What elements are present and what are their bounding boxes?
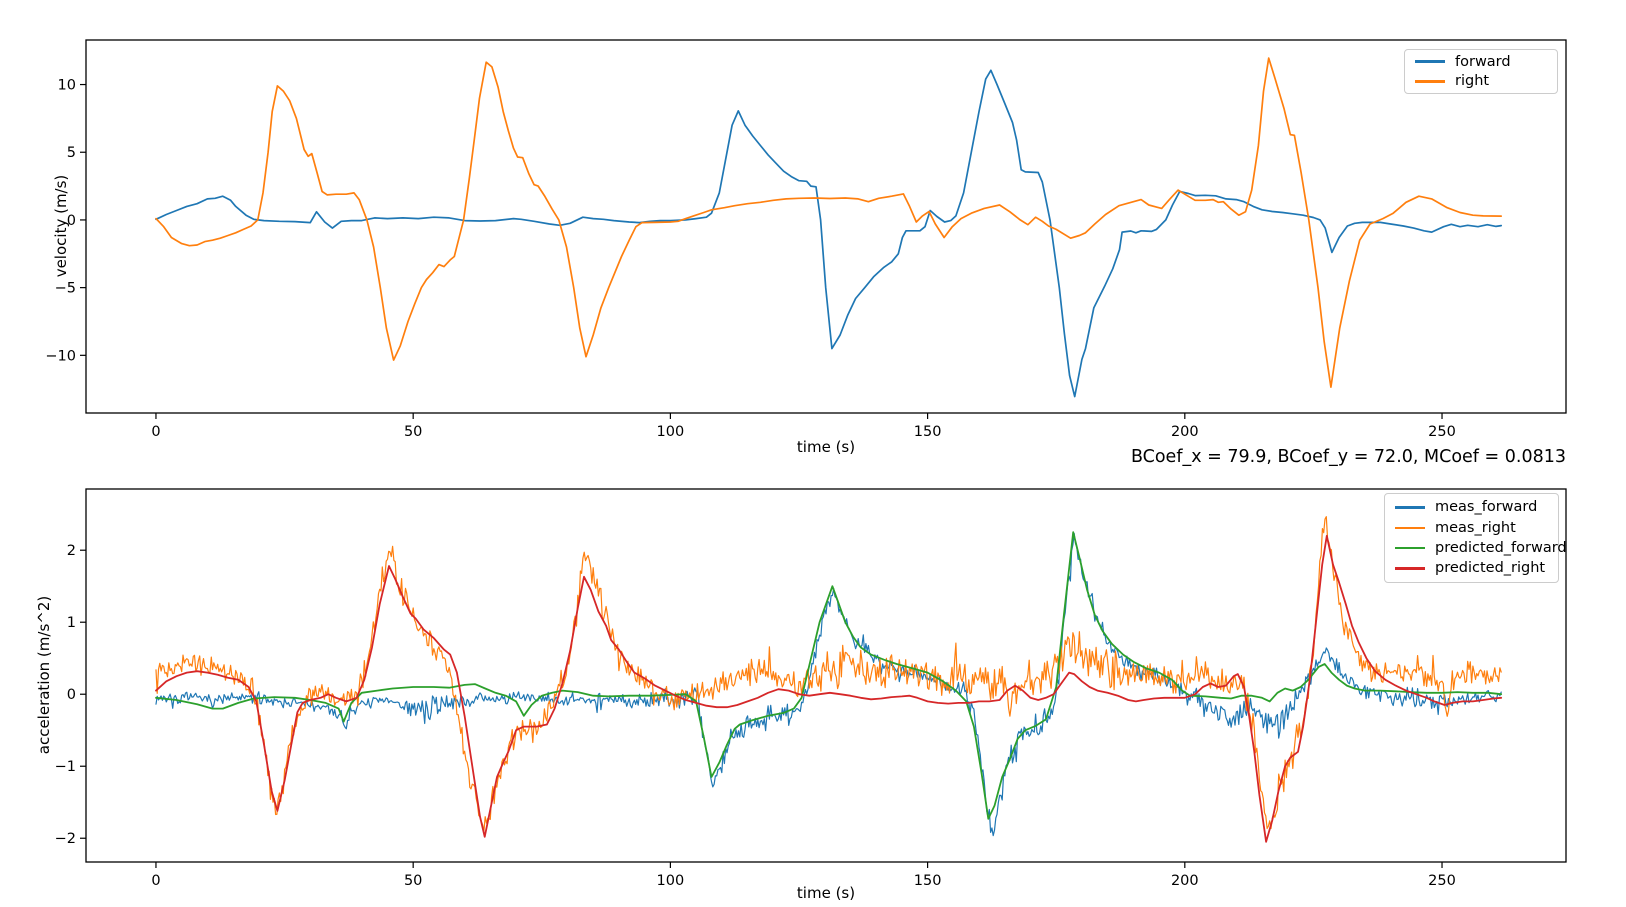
legend-label: predicted_right <box>1435 560 1546 577</box>
legend-label: right <box>1455 73 1490 89</box>
series-line-forward <box>155 69 1503 398</box>
bottom-legend: meas_forward meas_right predicted_forwar… <box>1384 493 1567 583</box>
x-tick-label: 200 <box>1171 873 1199 889</box>
legend-entry-meas-forward: meas_forward <box>1395 500 1548 515</box>
x-tick-label: 150 <box>914 873 942 889</box>
top-legend: forward right <box>1404 49 1558 94</box>
x-tick-label: 0 <box>151 873 160 889</box>
meas-right-line-swatch <box>1395 526 1425 530</box>
y-tick-label: −1 <box>55 759 76 775</box>
y-tick-label: −5 <box>55 281 76 297</box>
legend-entry-predicted-right: predicted_right <box>1395 561 1548 576</box>
meas-forward-line-swatch <box>1395 506 1425 509</box>
bottom-y-axis-label: acceleration (m/s^2) <box>35 595 53 755</box>
bottom-x-axis-label: time (s) <box>796 884 856 902</box>
x-tick-label: 150 <box>914 424 942 440</box>
predicted-right-line-swatch <box>1395 567 1425 570</box>
x-tick-label: 250 <box>1428 873 1456 889</box>
legend-label: meas_forward <box>1435 499 1538 516</box>
y-tick-label: −2 <box>55 831 76 847</box>
right-line-swatch <box>1415 79 1445 83</box>
x-tick-label: 250 <box>1428 424 1456 440</box>
forward-line-swatch <box>1415 60 1445 64</box>
y-tick-label: 0 <box>67 687 76 703</box>
bottom-plot-title: BCoef_x = 79.9, BCoef_y = 72.0, MCoef = … <box>1130 447 1566 467</box>
y-tick-label: 1 <box>67 615 76 631</box>
axes-spines <box>85 39 1567 414</box>
x-tick-label: 200 <box>1171 424 1199 440</box>
series-line-meas_right <box>155 515 1502 833</box>
legend-entry-predicted-forward: predicted_forward <box>1395 541 1567 556</box>
y-tick-label: 0 <box>67 213 76 229</box>
legend-entry-forward: forward <box>1415 53 1547 70</box>
series-line-predicted_right <box>155 534 1503 843</box>
y-tick-label: −10 <box>45 348 76 364</box>
legend-label: meas_right <box>1435 519 1516 536</box>
legend-label: predicted_forward <box>1435 539 1567 556</box>
y-tick-label: 2 <box>67 543 76 559</box>
series-line-predicted_forward <box>155 531 1503 820</box>
top-y-axis-label: velocity (m/s) <box>52 174 70 278</box>
top-x-axis-label: time (s) <box>796 438 856 456</box>
x-tick-label: 0 <box>151 424 160 440</box>
x-tick-label: 50 <box>404 873 422 889</box>
x-tick-label: 100 <box>657 873 685 889</box>
legend-label: forward <box>1455 53 1511 70</box>
series-line-meas_forward <box>155 532 1502 837</box>
axes-spines <box>85 488 1567 863</box>
x-tick-label: 50 <box>404 424 422 440</box>
series-line-right <box>155 57 1503 388</box>
predicted-forward-line-swatch <box>1395 546 1425 550</box>
legend-entry-right: right <box>1415 74 1547 89</box>
y-tick-label: 10 <box>58 78 76 94</box>
y-tick-label: 5 <box>67 145 76 161</box>
x-tick-label: 100 <box>657 424 685 440</box>
legend-entry-meas-right: meas_right <box>1395 520 1548 535</box>
